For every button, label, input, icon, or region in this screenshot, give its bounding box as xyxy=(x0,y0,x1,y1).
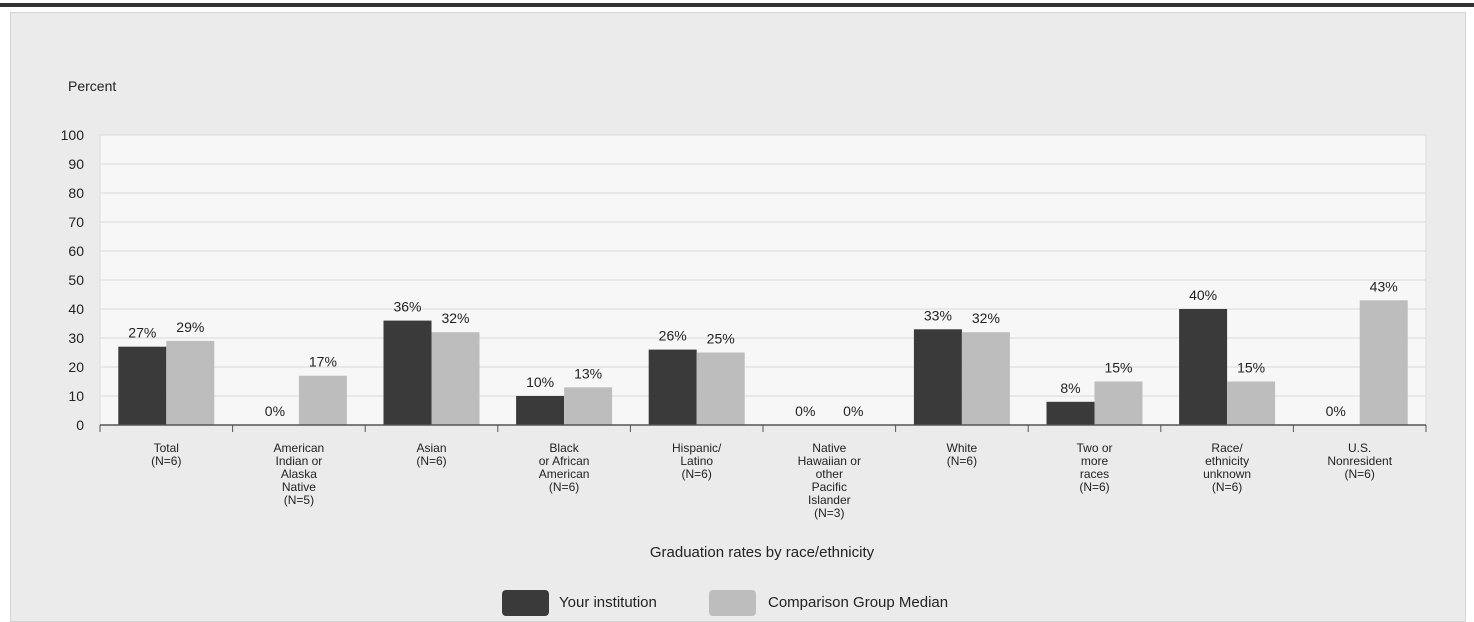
bar xyxy=(166,340,215,425)
y-tick-label: 20 xyxy=(68,359,84,375)
category-label: Black or African American (N=6) xyxy=(539,441,590,494)
y-tick-label: 0 xyxy=(76,417,84,433)
data-label: 10% xyxy=(526,374,554,390)
data-label: 0% xyxy=(265,403,285,419)
data-label: 25% xyxy=(707,331,735,347)
data-label: 0% xyxy=(1326,403,1346,419)
bar xyxy=(1046,401,1095,425)
data-label: 32% xyxy=(972,310,1000,326)
data-label: 15% xyxy=(1237,360,1265,376)
data-label: 0% xyxy=(795,403,815,419)
y-tick-label: 60 xyxy=(68,243,84,259)
bar xyxy=(961,332,1010,425)
data-label: 29% xyxy=(176,319,204,335)
bar xyxy=(913,329,962,425)
category-label: Total (N=6) xyxy=(151,441,181,468)
category-labels: Total (N=6) American Indian or Alaska Native(… xyxy=(151,441,1393,520)
bar xyxy=(1227,381,1276,425)
bar xyxy=(1179,309,1228,425)
data-label: 8% xyxy=(1060,380,1080,396)
y-tick-label: 30 xyxy=(68,330,84,346)
bar xyxy=(1094,381,1143,425)
y-tick-label: 50 xyxy=(68,272,84,288)
y-tick-label: 10 xyxy=(68,388,84,404)
y-tick-label: 70 xyxy=(68,214,84,230)
y-tick-label: 90 xyxy=(68,156,84,172)
data-labels: 27% 29% 0% 17% 36% 32% 10% 13% 26% 25% 0% 0% 33% 32% 8… xyxy=(128,278,1397,419)
y-axis-ticks: 0 10 20 30 40 50 60 70 80 90 100 xyxy=(61,127,85,433)
y-axis-title: Percent xyxy=(68,78,116,94)
legend-label-comparison-group-median: Comparison Group Median xyxy=(768,594,948,611)
bars xyxy=(118,300,1408,425)
legend-swatch-comparison-group-median xyxy=(709,590,756,616)
bar xyxy=(431,332,480,425)
top-divider xyxy=(0,3,1474,7)
category-label: Asian (N=6) xyxy=(416,441,446,468)
data-label: 0% xyxy=(843,403,863,419)
category-label: White (N=6) xyxy=(947,441,978,468)
y-tick-label: 100 xyxy=(61,127,85,143)
data-label: 33% xyxy=(924,307,952,323)
bar xyxy=(696,352,745,425)
bar xyxy=(1359,300,1408,425)
bar xyxy=(648,349,697,425)
x-axis xyxy=(99,424,1427,432)
legend: Your institution Comparison Group Median xyxy=(502,590,948,616)
data-label: 43% xyxy=(1370,278,1398,294)
bar xyxy=(564,387,613,425)
data-label: 13% xyxy=(574,365,602,381)
data-label: 32% xyxy=(441,310,469,326)
bar xyxy=(118,346,167,425)
category-label: Hispanic/Latino (N=6) xyxy=(672,441,722,481)
legend-label-your-institution: Your institution xyxy=(559,594,657,611)
bar xyxy=(516,396,565,425)
data-label: 27% xyxy=(128,325,156,341)
y-tick-label: 40 xyxy=(68,301,84,317)
data-label: 15% xyxy=(1104,360,1132,376)
legend-swatch-your-institution xyxy=(502,590,549,616)
category-label: U.S. Nonresident (N=6) xyxy=(1327,441,1392,481)
x-axis-title: Graduation rates by race/ethnicity xyxy=(650,544,875,561)
category-label: American Indian or Alaska Native (N=5) xyxy=(274,441,325,507)
data-label: 26% xyxy=(659,328,687,344)
category-label: Race/ethnicity unknown (N=6) xyxy=(1203,441,1251,494)
y-tick-label: 80 xyxy=(68,185,84,201)
data-label: 17% xyxy=(309,354,337,370)
category-label: Two or more races (N=6) xyxy=(1076,441,1112,494)
bar xyxy=(298,375,347,425)
bar xyxy=(383,320,432,425)
category-label: Native Hawaiian or other Pacific Islander (N=… xyxy=(798,441,861,520)
data-label: 40% xyxy=(1189,287,1217,303)
data-label: 36% xyxy=(393,299,421,315)
